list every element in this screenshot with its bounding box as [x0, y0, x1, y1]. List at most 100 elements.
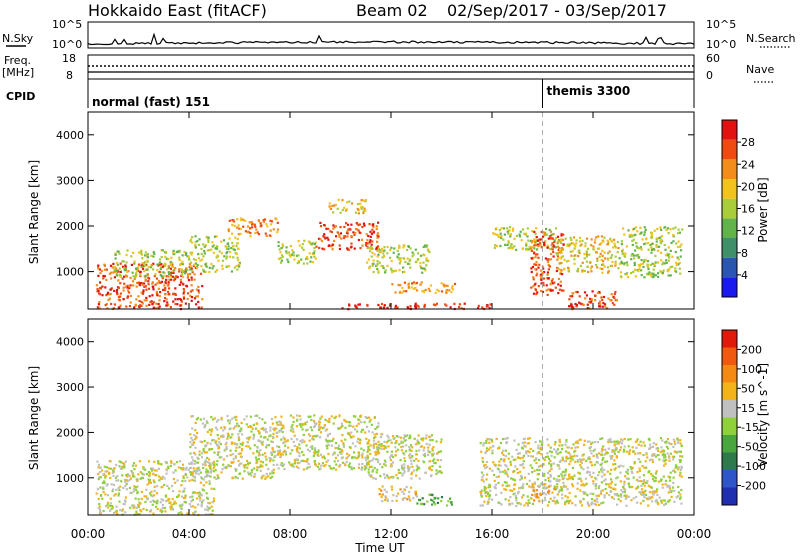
echo-cell	[555, 479, 558, 482]
echo-cell	[400, 436, 403, 439]
echo-cell	[600, 242, 603, 245]
echo-cell	[384, 495, 387, 498]
echo-cell	[513, 488, 516, 491]
echo-cell	[652, 247, 655, 251]
echo-cell	[578, 295, 581, 298]
echo-cell	[271, 470, 274, 473]
echo-cell	[619, 449, 622, 452]
echo-cell	[261, 440, 265, 443]
echo-cell	[427, 453, 430, 456]
echo-cell	[326, 447, 329, 450]
echo-cell	[358, 231, 361, 234]
echo-cell	[190, 437, 193, 440]
echo-cell	[255, 427, 258, 430]
echo-cell	[260, 427, 263, 430]
echo-cell	[209, 466, 212, 469]
echo-cell	[542, 457, 545, 460]
echo-cell	[517, 492, 520, 495]
echo-cell	[620, 240, 623, 243]
echo-cell	[499, 232, 502, 235]
echo-cell	[142, 507, 145, 511]
echo-cell	[200, 247, 203, 250]
echo-cell	[412, 469, 416, 472]
echo-cell	[118, 267, 121, 270]
echo-cell	[414, 302, 417, 305]
echo-cell	[669, 476, 672, 479]
echo-cell	[602, 260, 605, 263]
echo-cell	[115, 269, 118, 272]
echo-cell	[126, 270, 129, 273]
echo-cell	[97, 466, 100, 469]
echo-cell	[158, 475, 161, 478]
echo-cell	[200, 456, 204, 459]
echo-cell	[178, 460, 182, 463]
echo-cell	[427, 249, 430, 252]
echo-cell	[644, 242, 647, 245]
echo-cell	[616, 442, 619, 445]
echo-cell	[588, 471, 591, 474]
echo-cell	[126, 295, 130, 298]
echo-cell	[106, 483, 109, 486]
echo-cell	[599, 437, 602, 441]
echo-cell	[256, 446, 259, 449]
echo-cell	[317, 462, 321, 465]
echo-cell	[617, 498, 620, 501]
echo-cell	[558, 460, 561, 463]
echo-cell	[237, 433, 240, 436]
echo-cell	[144, 279, 147, 282]
echo-cell	[206, 461, 209, 464]
echo-cell	[377, 247, 380, 250]
echo-cell	[449, 497, 452, 500]
echo-cell	[289, 255, 292, 258]
echo-cell	[148, 481, 151, 484]
echo-cell	[613, 450, 616, 453]
echo-cell	[601, 471, 604, 474]
echo-cell	[480, 450, 483, 453]
echo-cell	[372, 477, 375, 480]
echo-cell	[440, 438, 443, 441]
echo-cell	[143, 282, 146, 285]
echo-cell	[416, 258, 419, 261]
echo-cell	[319, 431, 322, 434]
echo-cell	[574, 495, 577, 498]
echo-cell	[503, 488, 506, 491]
echo-cell	[615, 494, 618, 497]
echo-cell	[528, 479, 531, 482]
echo-cell	[559, 280, 562, 283]
echo-cell	[265, 476, 268, 479]
echo-cell	[525, 450, 528, 453]
echo-cell	[390, 485, 393, 488]
echo-cell	[257, 450, 260, 453]
echo-cell	[386, 252, 389, 255]
echo-cell	[598, 452, 601, 455]
echo-cell	[347, 248, 350, 251]
echo-cell	[609, 264, 612, 267]
echo-cell	[632, 497, 635, 500]
echo-cell	[532, 276, 535, 279]
echo-cell	[337, 198, 340, 201]
echo-cell	[296, 414, 299, 417]
echo-cell	[377, 253, 380, 256]
echo-cell	[427, 449, 430, 452]
echo-cell	[234, 475, 237, 479]
echo-cell	[440, 496, 444, 499]
echo-cell	[211, 267, 214, 270]
echo-cell	[280, 438, 283, 441]
echo-cell	[346, 452, 349, 455]
echo-cell	[609, 237, 612, 240]
echo-cell	[537, 284, 540, 288]
echo-cell	[284, 450, 287, 453]
echo-cell	[201, 463, 204, 466]
echo-cell	[101, 285, 104, 288]
echo-cell	[344, 426, 347, 429]
echo-cell	[149, 266, 153, 269]
echo-cell	[259, 469, 262, 472]
echo-cell	[176, 276, 179, 279]
echo-cell	[114, 510, 118, 513]
echo-cell	[372, 225, 375, 228]
echo-cell	[296, 446, 299, 449]
echo-cell	[293, 462, 296, 465]
ytick-label: 4000	[56, 336, 84, 349]
echo-cell	[161, 506, 164, 510]
echo-cell	[211, 462, 214, 465]
